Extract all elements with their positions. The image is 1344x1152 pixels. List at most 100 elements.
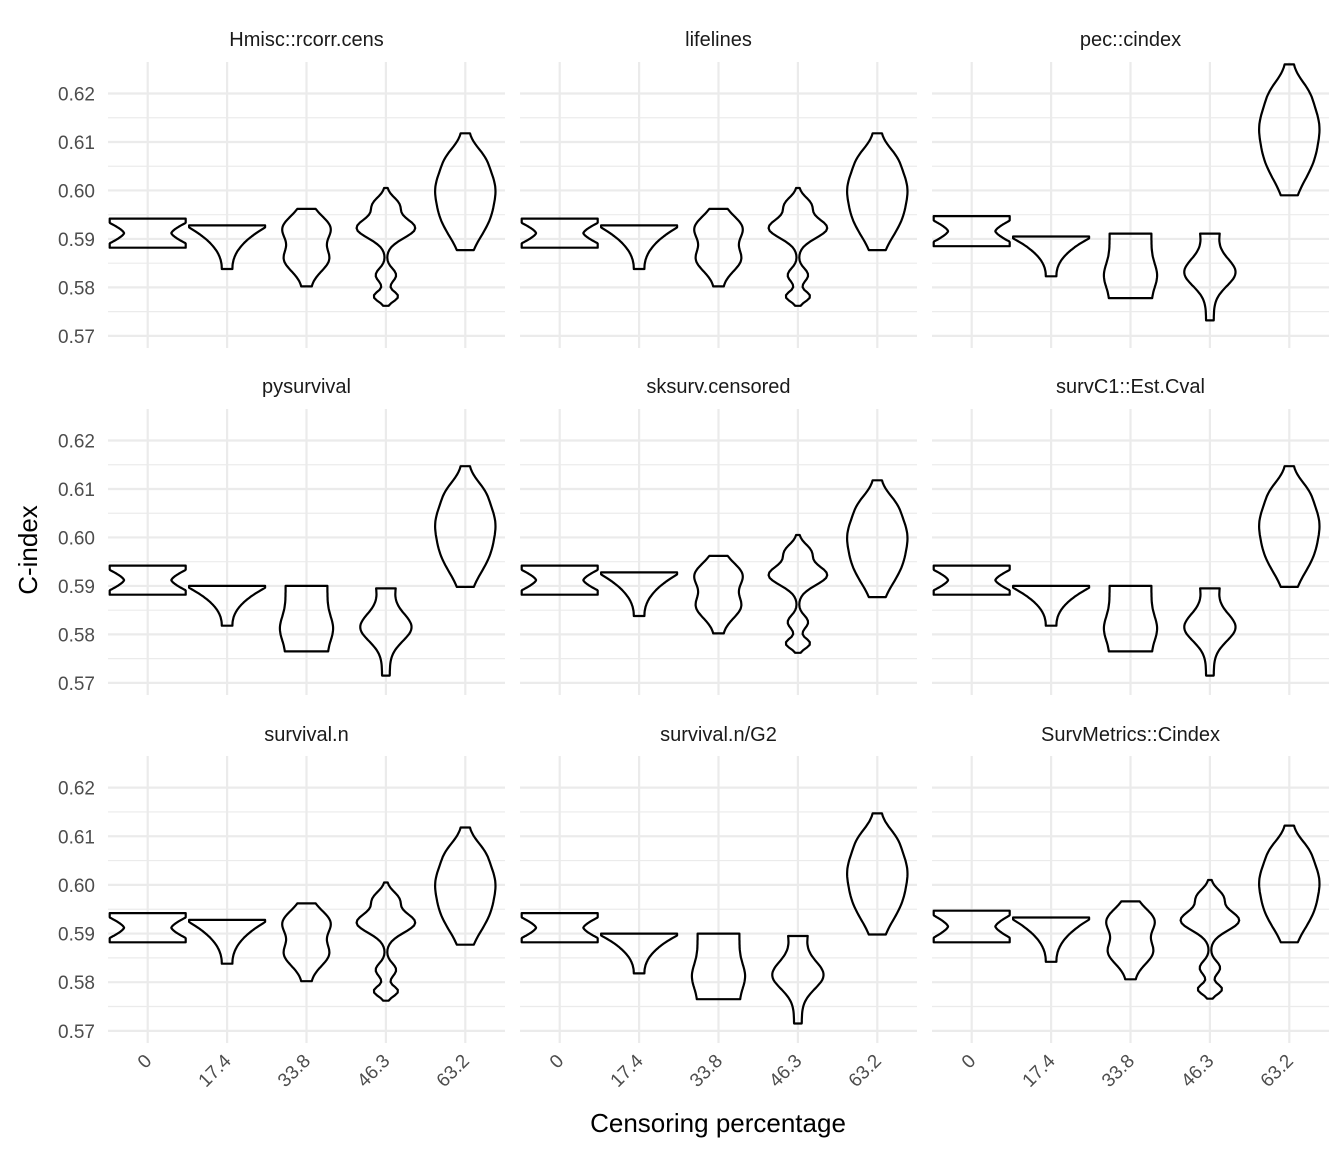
y-tick-label: 0.60 <box>58 528 95 549</box>
violin <box>520 912 599 944</box>
facet-title: Hmisc::rcorr.cens <box>229 29 383 51</box>
violin <box>1258 465 1321 588</box>
violin <box>1105 900 1156 981</box>
y-tick-label: 0.58 <box>58 973 95 994</box>
y-tick-label: 0.61 <box>58 133 95 154</box>
facet-title: survival.n/G2 <box>660 724 777 746</box>
x-tick-label: 33.8 <box>1098 1051 1139 1092</box>
violin <box>1179 878 1241 1000</box>
y-tick-label: 0.60 <box>58 876 95 897</box>
x-axis-title: Censoring percentage <box>590 1108 846 1138</box>
y-tick-label: 0.59 <box>58 230 95 251</box>
violin <box>846 479 909 599</box>
facet-title: SurvMetrics::Cindex <box>1041 724 1220 746</box>
violin <box>846 812 909 936</box>
violin <box>600 224 679 271</box>
violin <box>1012 584 1091 627</box>
violin <box>1258 824 1321 944</box>
violin <box>693 207 744 288</box>
y-tick-label: 0.62 <box>58 85 95 106</box>
panels-layer: Hmisc::rcorr.cens0.570.580.590.600.610.6… <box>58 29 1329 1092</box>
y-tick-label: 0.60 <box>58 181 95 202</box>
facet-title: pysurvival <box>262 376 351 398</box>
x-tick-label: 63.2 <box>845 1051 886 1092</box>
y-tick-label: 0.58 <box>58 278 95 299</box>
violin <box>355 186 417 307</box>
x-tick-label: 0 <box>546 1051 568 1073</box>
y-tick-label: 0.57 <box>58 674 95 695</box>
violin <box>108 217 187 249</box>
violin <box>1102 584 1159 653</box>
violin <box>932 564 1011 596</box>
violin <box>932 215 1011 248</box>
facet-title: survival.n <box>264 724 348 746</box>
x-tick-label: 33.8 <box>274 1051 315 1092</box>
facet-panel: pysurvival 0.57 0.58 0.59 0.60 0.61 0.62 <box>58 376 505 695</box>
violin <box>188 224 267 271</box>
violin <box>767 186 829 307</box>
violin <box>359 587 413 677</box>
violin <box>1258 63 1321 197</box>
y-tick-label: 0.57 <box>58 1022 95 1043</box>
y-tick-label: 0.57 <box>58 327 95 348</box>
y-axis-title: C-index <box>13 505 43 595</box>
facet-title: lifelines <box>685 29 752 51</box>
y-tick-label: 0.59 <box>58 925 95 946</box>
violin <box>434 826 497 946</box>
facet-panel: survival.n 0.57 0.58 0.59 0.60 0.61 0.62 0 17.4 3… <box>58 724 505 1092</box>
violin <box>1012 235 1091 278</box>
violin <box>1183 587 1237 677</box>
violin <box>434 465 497 588</box>
facet-panel: pec::cindex <box>932 29 1329 348</box>
y-tick-label: 0.62 <box>58 779 95 800</box>
y-tick-label: 0.62 <box>58 432 95 453</box>
facet-panel: sksurv.censored <box>520 376 917 695</box>
x-tick-label: 33.8 <box>686 1051 727 1092</box>
facet-title: survC1::Est.Cval <box>1056 376 1205 398</box>
x-tick-label: 46.3 <box>353 1051 394 1092</box>
violin <box>846 132 909 252</box>
facet-panel: survC1::Est.Cval <box>932 376 1329 695</box>
violin <box>600 571 679 618</box>
facet-panel: lifelines <box>520 29 917 348</box>
violin <box>1102 232 1159 300</box>
violin <box>600 932 679 975</box>
y-tick-label: 0.61 <box>58 480 95 501</box>
y-tick-label: 0.59 <box>58 577 95 598</box>
violin <box>278 584 335 653</box>
violin <box>767 533 829 654</box>
violin <box>108 912 187 944</box>
violin <box>108 564 187 596</box>
x-tick-label: 17.4 <box>195 1050 236 1091</box>
violin <box>693 554 744 635</box>
violin <box>355 881 417 1002</box>
violin <box>520 217 599 249</box>
x-tick-label: 17.4 <box>1019 1050 1060 1091</box>
violin <box>932 909 1011 944</box>
x-tick-label: 63.2 <box>433 1051 474 1092</box>
facet-title: sksurv.censored <box>646 376 790 398</box>
y-tick-label: 0.61 <box>58 827 95 848</box>
violin <box>520 564 599 596</box>
x-tick-label: 0 <box>134 1051 156 1073</box>
violin <box>771 934 825 1025</box>
facet-title: pec::cindex <box>1080 29 1181 51</box>
x-tick-label: 46.3 <box>1177 1051 1218 1092</box>
facet-panel: survival.n/G2 0 17.4 33.8 46.3 63.2 <box>520 724 917 1092</box>
x-tick-label: 46.3 <box>765 1051 806 1092</box>
x-tick-label: 63.2 <box>1257 1051 1298 1092</box>
violin <box>1183 232 1237 322</box>
x-tick-label: 17.4 <box>607 1050 648 1091</box>
violin <box>281 207 332 288</box>
violin <box>281 902 332 983</box>
violin <box>188 584 267 627</box>
violin <box>434 132 497 252</box>
violin <box>188 918 267 965</box>
x-tick-label: 0 <box>958 1051 980 1073</box>
y-tick-label: 0.58 <box>58 625 95 646</box>
violin <box>690 932 747 1001</box>
violin <box>1012 916 1091 963</box>
